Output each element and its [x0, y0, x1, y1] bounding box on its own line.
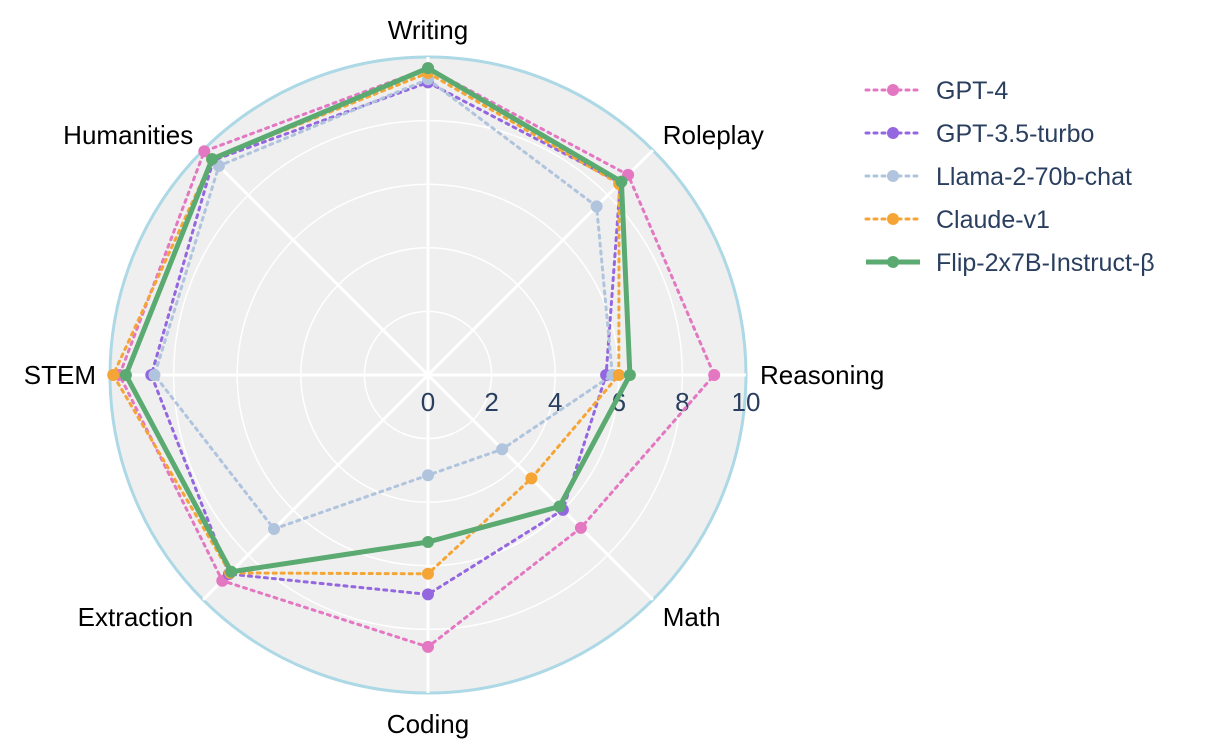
radial-tick-label: 8: [675, 387, 689, 417]
legend-label: Llama-2-70b-chat: [936, 163, 1132, 191]
data-point-gpt-4-coding: [422, 640, 434, 653]
data-point-flip-2x7b-instruct-beta-coding: [422, 536, 434, 548]
data-point-flip-2x7b-instruct-beta-writing: [422, 62, 434, 75]
data-point-llama-2-70b-chat-math: [496, 443, 509, 456]
legend-item-flip-2x7b-instruct-beta[interactable]: Flip-2x7B-Instruct-β: [866, 249, 1155, 277]
data-point-flip-2x7b-instruct-beta-stem: [119, 369, 132, 381]
category-label-coding: Coding: [387, 709, 469, 739]
series-layer: [107, 62, 721, 653]
data-point-gpt-4-reasoning: [708, 369, 721, 381]
data-point-flip-2x7b-instruct-beta-roleplay: [615, 175, 628, 188]
grid-spoke: [202, 149, 430, 377]
category-label-reasoning: Reasoning: [760, 360, 884, 390]
data-point-gpt-4-humanities: [198, 145, 211, 158]
data-point-gpt-4-math: [574, 521, 587, 534]
data-point-llama-2-70b-chat-extraction: [268, 523, 280, 535]
data-point-claude-v1-reasoning: [612, 369, 625, 381]
category-labels: Writing Roleplay Reasoning Math Coding Extrac…: [24, 15, 885, 739]
legend-swatch-marker: [887, 213, 899, 225]
category-label-stem: STEM: [24, 360, 96, 390]
data-point-llama-2-70b-chat-coding: [422, 469, 434, 482]
legend-label: GPT-3.5-turbo: [936, 120, 1094, 148]
radial-tick-label: 0: [421, 387, 435, 417]
legend-item-gpt-3-5-turbo[interactable]: GPT-3.5-turbo: [864, 120, 1094, 148]
data-point-llama-2-70b-chat-roleplay: [590, 200, 603, 213]
data-point-llama-2-70b-chat-stem: [148, 369, 161, 381]
series-flip-2x7b-instruct-beta: [119, 62, 636, 578]
data-point-flip-2x7b-instruct-beta-humanities: [206, 153, 219, 166]
category-label-humanities: Humanities: [63, 120, 193, 150]
radial-tick-label: 10: [732, 387, 761, 417]
category-label-math: Math: [663, 602, 721, 632]
category-label-writing: Writing: [388, 15, 468, 45]
legend-label: Claude-v1: [936, 206, 1050, 234]
grid-spoke: [426, 373, 654, 601]
data-point-claude-v1-math: [525, 472, 538, 485]
grid-spoke: [202, 373, 430, 601]
category-label-extraction: Extraction: [78, 602, 194, 632]
category-label-roleplay: Roleplay: [663, 120, 764, 150]
radial-tick-label: 2: [484, 387, 498, 417]
legend-swatch-marker: [887, 170, 899, 182]
legend-item-gpt-4[interactable]: GPT-4: [864, 77, 1008, 105]
legend-label: Flip-2x7B-Instruct-β: [936, 249, 1155, 277]
legend-item-llama-2-70b-chat[interactable]: Llama-2-70b-chat: [864, 163, 1132, 191]
data-point-flip-2x7b-instruct-beta-extraction: [225, 565, 238, 578]
legend-label: GPT-4: [936, 77, 1008, 105]
data-point-claude-v1-stem: [107, 369, 120, 381]
legend[interactable]: GPT-4 GPT-3.5-turbo Llama-2-70b-chat Claude…: [864, 77, 1155, 277]
data-point-claude-v1-coding: [422, 567, 434, 580]
legend-swatch-marker: [887, 84, 899, 96]
radial-tick-label: 4: [548, 387, 562, 417]
legend-item-claude-v1[interactable]: Claude-v1: [864, 206, 1050, 234]
radial-tick-label: 6: [612, 387, 626, 417]
data-point-flip-2x7b-instruct-beta-math: [553, 500, 566, 513]
data-point-gpt-3-5-turbo-coding: [422, 588, 434, 601]
data-point-flip-2x7b-instruct-beta-reasoning: [623, 369, 636, 381]
legend-swatch-marker: [887, 256, 899, 268]
legend-swatch-marker: [887, 127, 899, 139]
